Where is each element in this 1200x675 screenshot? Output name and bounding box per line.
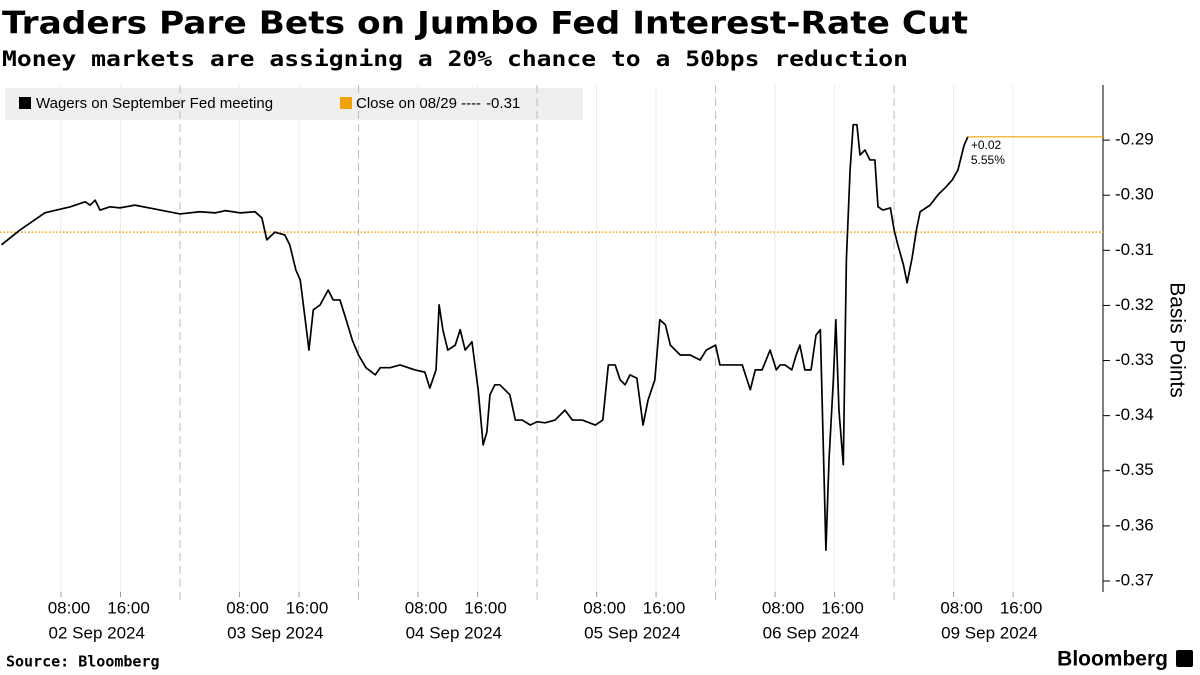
x-date-label: 05 Sep 2024 xyxy=(584,623,680,642)
x-tick-label: 16:00 xyxy=(286,598,329,617)
x-date-label: 04 Sep 2024 xyxy=(406,623,502,642)
legend-swatch xyxy=(19,97,31,109)
x-date-label: 06 Sep 2024 xyxy=(763,623,859,642)
legend-label: Close on 08/29 ---- -0.31 xyxy=(356,95,520,112)
y-tick-label: -0.31 xyxy=(1115,240,1154,259)
legend-ref-value: -0.31 xyxy=(486,95,520,112)
legend-label: Wagers on September Fed meeting xyxy=(36,95,273,112)
chart-subtitle: Money markets are assigning a 20% chance… xyxy=(2,47,908,71)
data-line xyxy=(0,123,969,551)
y-tick-label: -0.30 xyxy=(1115,185,1154,204)
y-tick-label: -0.37 xyxy=(1115,570,1154,589)
y-tick-label: -0.34 xyxy=(1115,405,1154,424)
legend-box xyxy=(5,88,583,120)
x-tick-label: 16:00 xyxy=(643,598,686,617)
x-tick-label: 08:00 xyxy=(940,598,983,617)
x-tick-label: 16:00 xyxy=(464,598,507,617)
legend-ref-name: Close on 08/29 ---- xyxy=(356,95,481,112)
x-date-label: 09 Sep 2024 xyxy=(941,623,1037,642)
x-tick-label: 16:00 xyxy=(1000,598,1043,617)
y-tick-label: -0.32 xyxy=(1115,295,1154,314)
x-tick-label: 16:00 xyxy=(107,598,150,617)
y-tick-label: -0.35 xyxy=(1115,460,1154,479)
x-tick-label: 08:00 xyxy=(762,598,805,617)
x-tick-label: 08:00 xyxy=(48,598,91,617)
y-tick-label: -0.29 xyxy=(1115,130,1154,149)
brand-icon xyxy=(1176,650,1193,667)
x-tick-label: 08:00 xyxy=(405,598,448,617)
x-date-label: 02 Sep 2024 xyxy=(49,623,145,642)
brand: Bloomberg xyxy=(1057,648,1168,671)
source: Source: Bloomberg xyxy=(6,653,160,671)
plot xyxy=(0,123,969,551)
x-tick-label: 08:00 xyxy=(226,598,269,617)
y-axis-label: Basis Points xyxy=(1165,282,1188,398)
y-tick-label: -0.36 xyxy=(1115,515,1154,534)
annotation: +0.02 xyxy=(971,138,1002,152)
x-tick-label: 16:00 xyxy=(821,598,864,617)
legend-swatch xyxy=(340,97,352,109)
x-date-label: 03 Sep 2024 xyxy=(227,623,323,642)
x-tick-label: 08:00 xyxy=(583,598,626,617)
chart-title: Traders Pare Bets on Jumbo Fed Interest-… xyxy=(2,6,968,42)
y-tick-label: -0.33 xyxy=(1115,350,1154,369)
annotation: 5.55% xyxy=(971,153,1005,167)
